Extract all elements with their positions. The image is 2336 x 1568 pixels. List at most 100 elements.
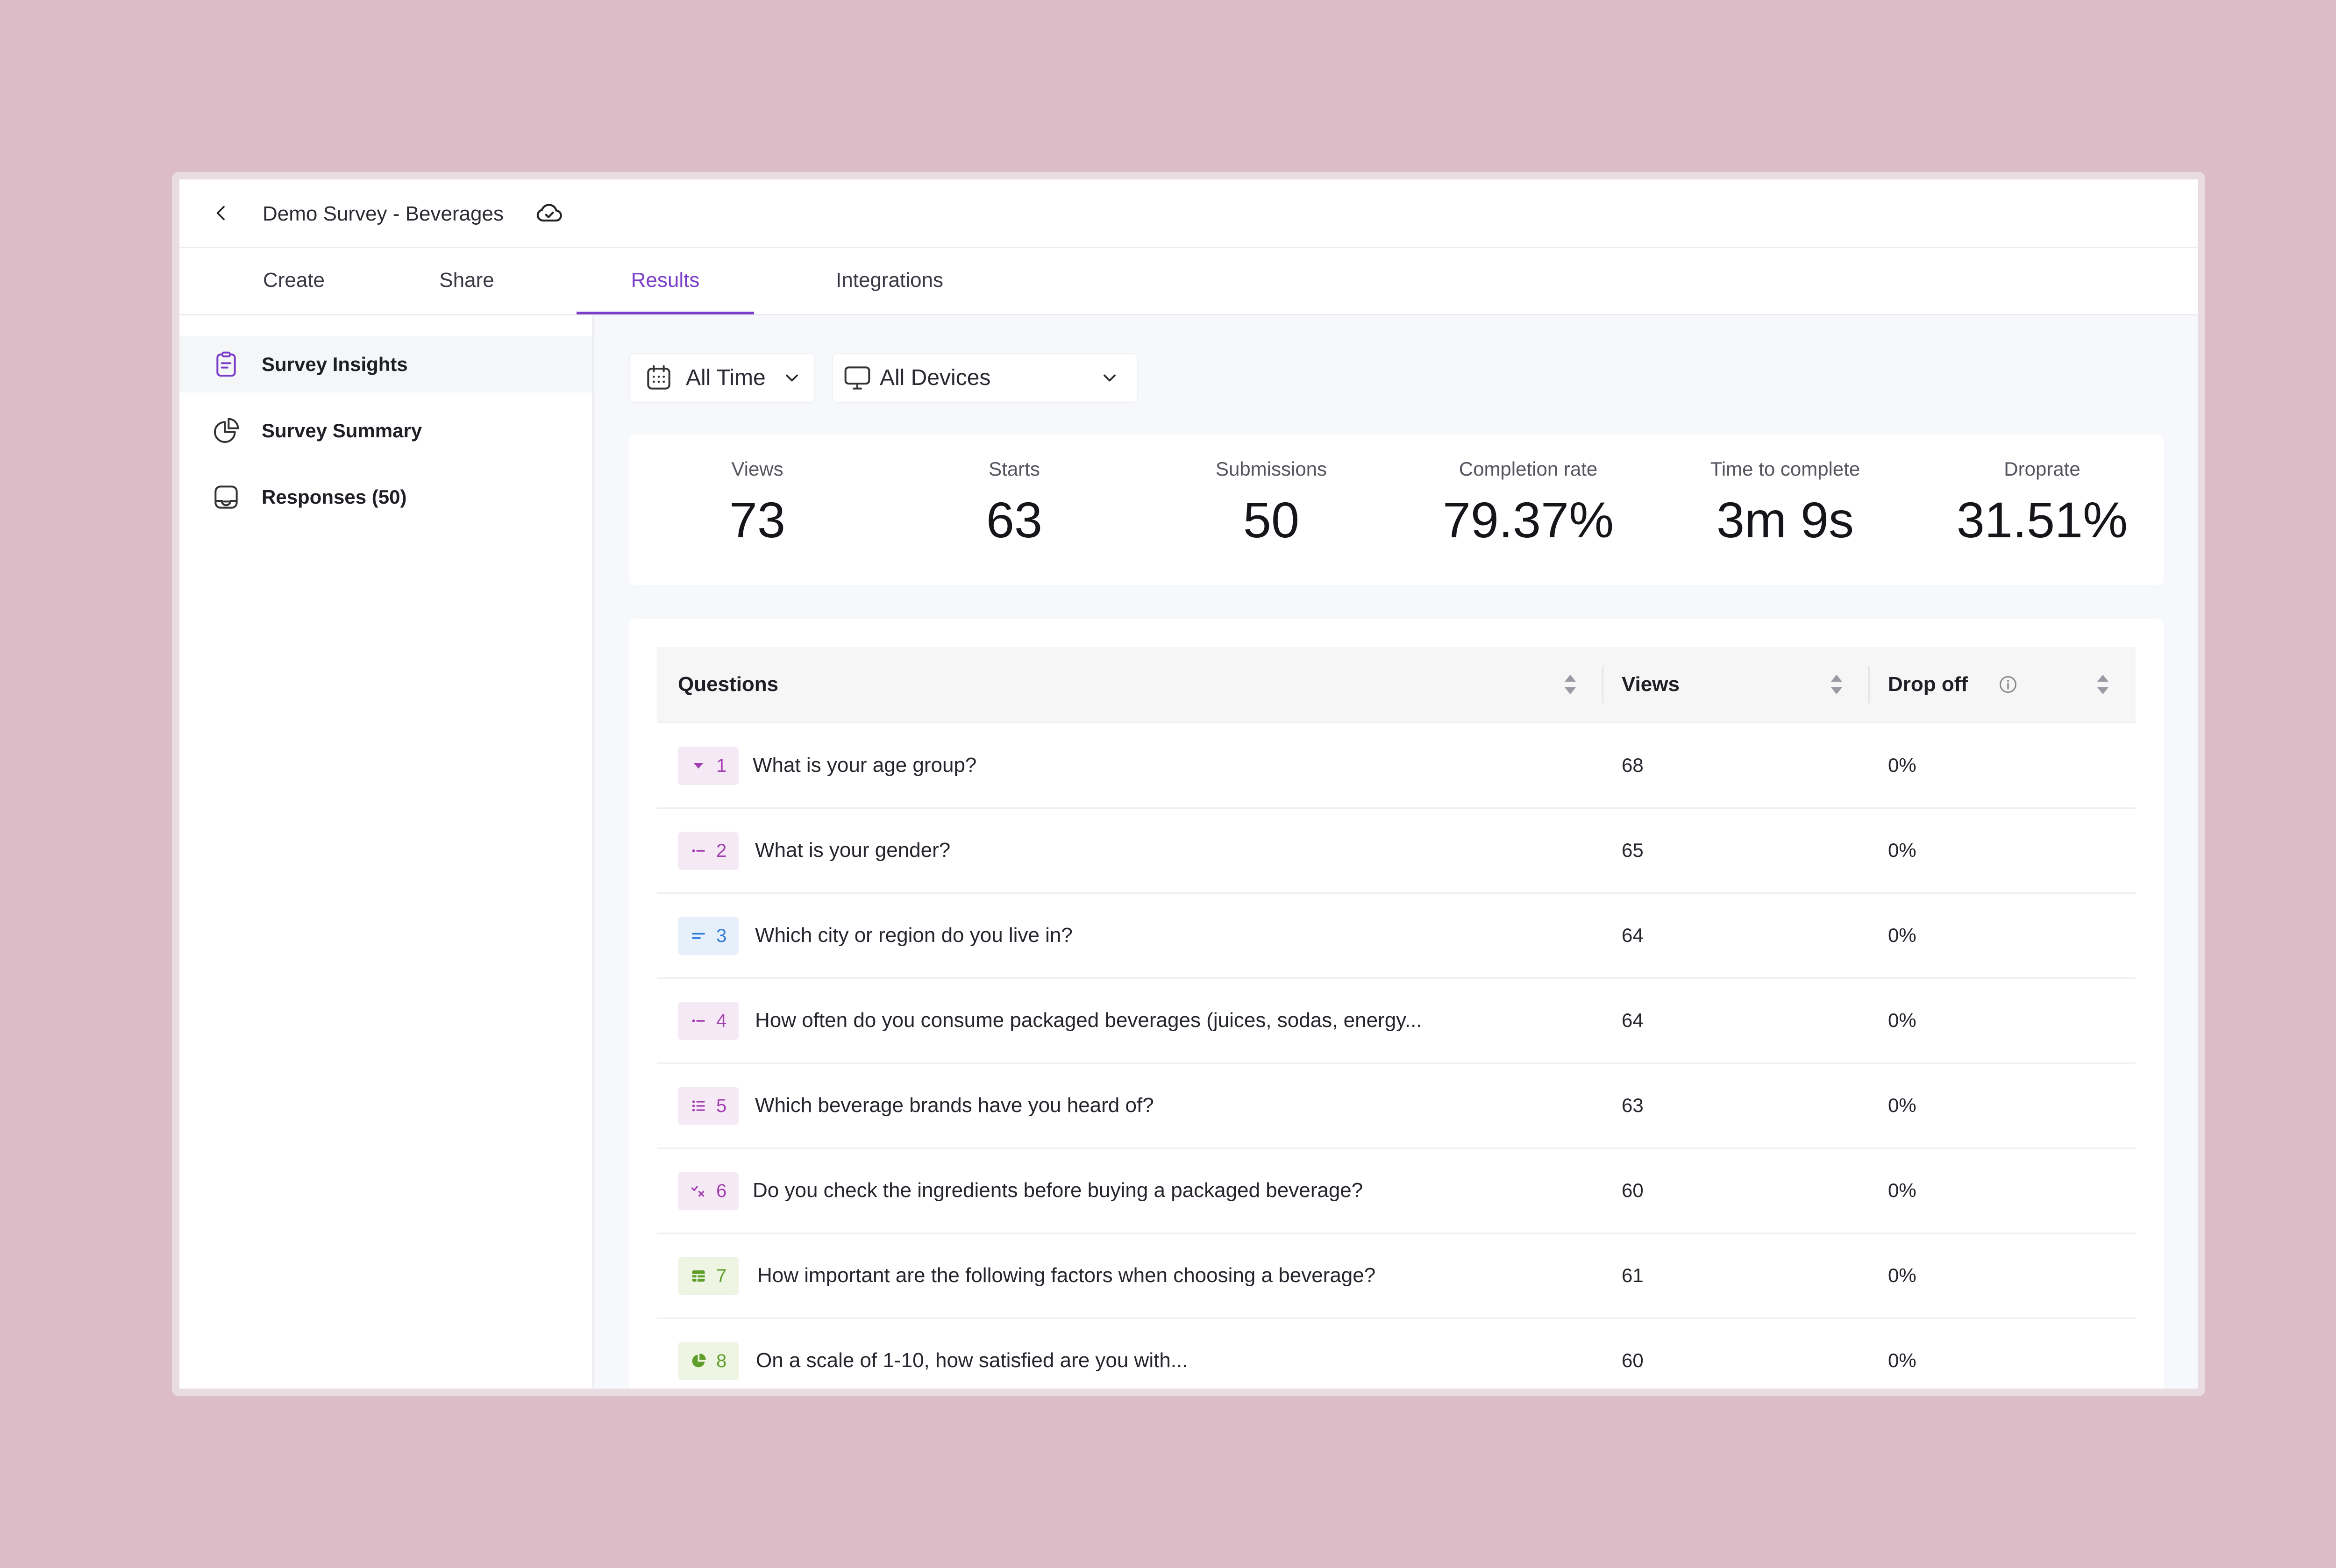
question-text: What is your age group? xyxy=(753,754,977,777)
dropdown-icon xyxy=(693,763,704,769)
sidebar-item-survey-summary[interactable]: Survey Summary xyxy=(179,403,592,459)
stat-views: Views 73 xyxy=(629,435,886,585)
chevron-down-icon xyxy=(1104,374,1116,382)
question-text: What is your gender? xyxy=(755,839,951,862)
time-filter-dropdown[interactable]: All Time xyxy=(629,353,815,403)
device-filter-dropdown[interactable]: All Devices xyxy=(832,353,1138,403)
sidebar-item-label: Survey Insights xyxy=(262,353,408,375)
column-header-questions[interactable]: Questions xyxy=(678,673,779,696)
rating-scale-icon xyxy=(692,1354,706,1368)
stat-value: 50 xyxy=(1243,492,1300,548)
tab-integrations[interactable]: Integrations xyxy=(836,269,943,292)
stat-droprate: Droprate 31.51% xyxy=(1914,435,2171,585)
question-number: 2 xyxy=(716,840,727,861)
sidebar: Survey Insights Survey Summary Responses… xyxy=(179,315,594,1389)
column-header-views[interactable]: Views xyxy=(1622,673,1680,696)
calendar-icon xyxy=(647,365,670,390)
question-text: Which beverage brands have you heard of? xyxy=(755,1094,1154,1117)
single-choice-icon xyxy=(692,849,705,852)
yes-no-icon xyxy=(691,1186,705,1197)
table-row[interactable]: 3 Which city or region do you live in? 6… xyxy=(657,893,2136,979)
question-number: 1 xyxy=(716,755,727,776)
device-filter-label: All Devices xyxy=(880,365,991,390)
info-icon[interactable] xyxy=(1998,674,2018,695)
matrix-icon xyxy=(692,1270,705,1282)
responses-icon xyxy=(214,485,238,509)
active-tab-indicator xyxy=(577,312,754,314)
monitor-icon xyxy=(844,366,870,390)
views-cell: 60 xyxy=(1622,1349,1644,1371)
table-row[interactable]: 2 What is your gender? 65 0% xyxy=(657,808,2136,894)
main-content: All Time All Devices Views 73 Starts 63 … xyxy=(594,315,2198,1389)
table-row[interactable]: 5 Which beverage brands have you heard o… xyxy=(657,1063,2136,1149)
column-divider xyxy=(1868,666,1870,703)
top-bar: Demo Survey - Beverages xyxy=(179,179,2198,248)
app-window: Demo Survey - Beverages Create Share Res… xyxy=(179,179,2198,1389)
views-cell: 64 xyxy=(1622,1009,1644,1031)
question-badge: 1 xyxy=(678,747,739,785)
table-row[interactable]: 6 Do you check the ingredients before bu… xyxy=(657,1148,2136,1234)
dropoff-cell: 0% xyxy=(1888,754,1916,776)
tab-bar: Create Share Results Integrations xyxy=(179,247,2198,315)
table-header: Questions Views Drop off xyxy=(657,647,2136,723)
views-cell: 60 xyxy=(1622,1179,1644,1201)
stat-label: Submissions xyxy=(1215,458,1327,480)
stat-completion-rate: Completion rate 79.37% xyxy=(1400,435,1657,585)
table-row[interactable]: 7 How important are the following factor… xyxy=(657,1233,2136,1319)
sidebar-item-survey-insights[interactable]: Survey Insights xyxy=(179,336,592,392)
views-cell: 61 xyxy=(1622,1264,1644,1286)
views-cell: 65 xyxy=(1622,839,1644,861)
stat-value: 73 xyxy=(729,492,786,548)
question-badge: 4 xyxy=(678,1002,739,1040)
stat-submissions: Submissions 50 xyxy=(1143,435,1400,585)
question-number: 4 xyxy=(716,1010,727,1031)
question-text: How important are the following factors … xyxy=(757,1264,1376,1287)
stat-label: Time to complete xyxy=(1710,458,1860,480)
question-badge: 7 xyxy=(678,1257,739,1295)
views-cell: 64 xyxy=(1622,924,1644,946)
table-row[interactable]: 1 What is your age group? 68 0% xyxy=(657,723,2136,809)
cloud-saved-icon xyxy=(534,198,564,228)
stat-value: 3m 9s xyxy=(1716,492,1854,548)
views-cell: 68 xyxy=(1622,754,1644,776)
dropoff-cell: 0% xyxy=(1888,1179,1916,1201)
chevron-down-icon xyxy=(786,374,798,382)
question-badge: 6 xyxy=(678,1172,739,1210)
sort-icon[interactable] xyxy=(1830,673,1844,696)
chevron-left-icon xyxy=(216,206,225,221)
table-row[interactable]: 4 How often do you consume packaged beve… xyxy=(657,978,2136,1064)
sidebar-item-responses[interactable]: Responses (50) xyxy=(179,469,592,525)
dropoff-cell: 0% xyxy=(1888,1264,1916,1286)
sort-icon[interactable] xyxy=(2096,673,2110,696)
question-text: Do you check the ingredients before buyi… xyxy=(753,1179,1363,1202)
column-header-dropoff[interactable]: Drop off xyxy=(1888,673,1968,696)
question-badge: 2 xyxy=(678,832,739,870)
dropoff-cell: 0% xyxy=(1888,1349,1916,1371)
dropoff-cell: 0% xyxy=(1888,1094,1916,1116)
question-text: On a scale of 1-10, how satisfied are yo… xyxy=(756,1349,1188,1372)
question-badge: 5 xyxy=(678,1087,739,1125)
stats-summary-card: Views 73 Starts 63 Submissions 50 Comple… xyxy=(629,435,2164,585)
sidebar-item-label: Responses (50) xyxy=(262,486,407,508)
tab-create[interactable]: Create xyxy=(263,269,325,292)
stat-label: Droprate xyxy=(2004,458,2080,480)
question-badge: 8 xyxy=(678,1342,739,1380)
sort-icon[interactable] xyxy=(1563,673,1577,696)
table-row[interactable]: 8 On a scale of 1-10, how satisfied are … xyxy=(657,1319,2136,1389)
tab-share[interactable]: Share xyxy=(439,269,494,292)
sidebar-item-label: Survey Summary xyxy=(262,420,422,442)
clipboard-icon xyxy=(216,351,236,377)
tab-results[interactable]: Results xyxy=(631,269,700,292)
question-number: 6 xyxy=(716,1180,727,1201)
short-text-icon xyxy=(692,933,705,939)
back-button[interactable] xyxy=(207,199,235,227)
views-cell: 63 xyxy=(1622,1094,1644,1116)
column-divider xyxy=(1602,666,1603,703)
stat-label: Completion rate xyxy=(1459,458,1598,480)
stat-starts: Starts 63 xyxy=(886,435,1143,585)
dropoff-cell: 0% xyxy=(1888,1009,1916,1031)
stat-label: Views xyxy=(731,458,783,480)
multi-choice-icon xyxy=(692,1100,705,1112)
question-badge: 3 xyxy=(678,917,739,955)
stat-value: 31.51% xyxy=(1956,492,2128,548)
